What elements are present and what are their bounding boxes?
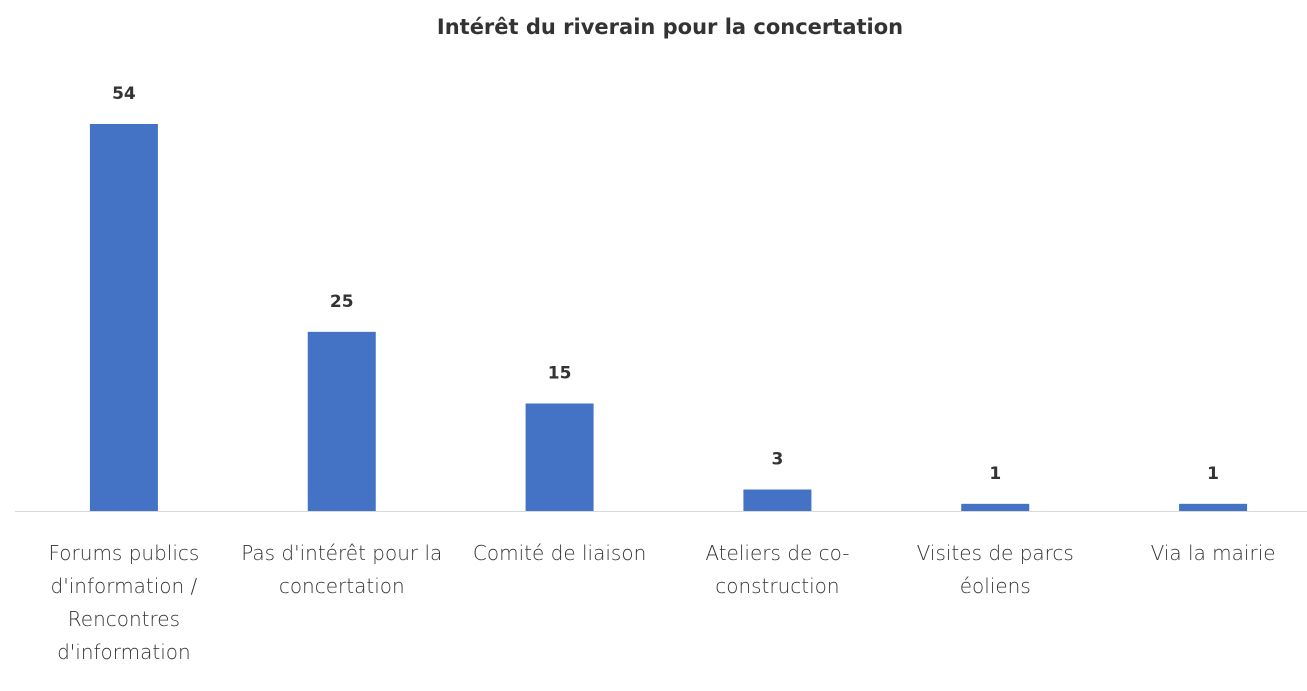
value-label: 25	[330, 292, 354, 312]
bar	[307, 331, 376, 511]
bar	[525, 403, 594, 511]
chart-title: Intérêt du riverain pour la concertation	[437, 15, 903, 39]
value-label: 15	[548, 364, 572, 384]
value-label: 1	[989, 464, 1001, 484]
bar	[743, 489, 812, 511]
x-tick-label: Forums publics d'information / Rencontre…	[48, 541, 200, 664]
x-tick-label: Comité de liaison	[472, 541, 647, 565]
x-tick-label: Pas d'intérêt pour la concertation	[241, 541, 443, 598]
value-label: 1	[1207, 464, 1219, 484]
value-label: 54	[112, 84, 136, 104]
bar	[89, 124, 158, 511]
value-label: 3	[771, 450, 783, 470]
bar	[961, 503, 1030, 511]
x-tick-label: Visites de parcs éoliens	[916, 541, 1074, 598]
x-tick-label: Ateliers de co-construction	[705, 541, 850, 598]
bar	[1179, 503, 1248, 511]
x-tick-label: Via la mairie	[1150, 541, 1276, 565]
